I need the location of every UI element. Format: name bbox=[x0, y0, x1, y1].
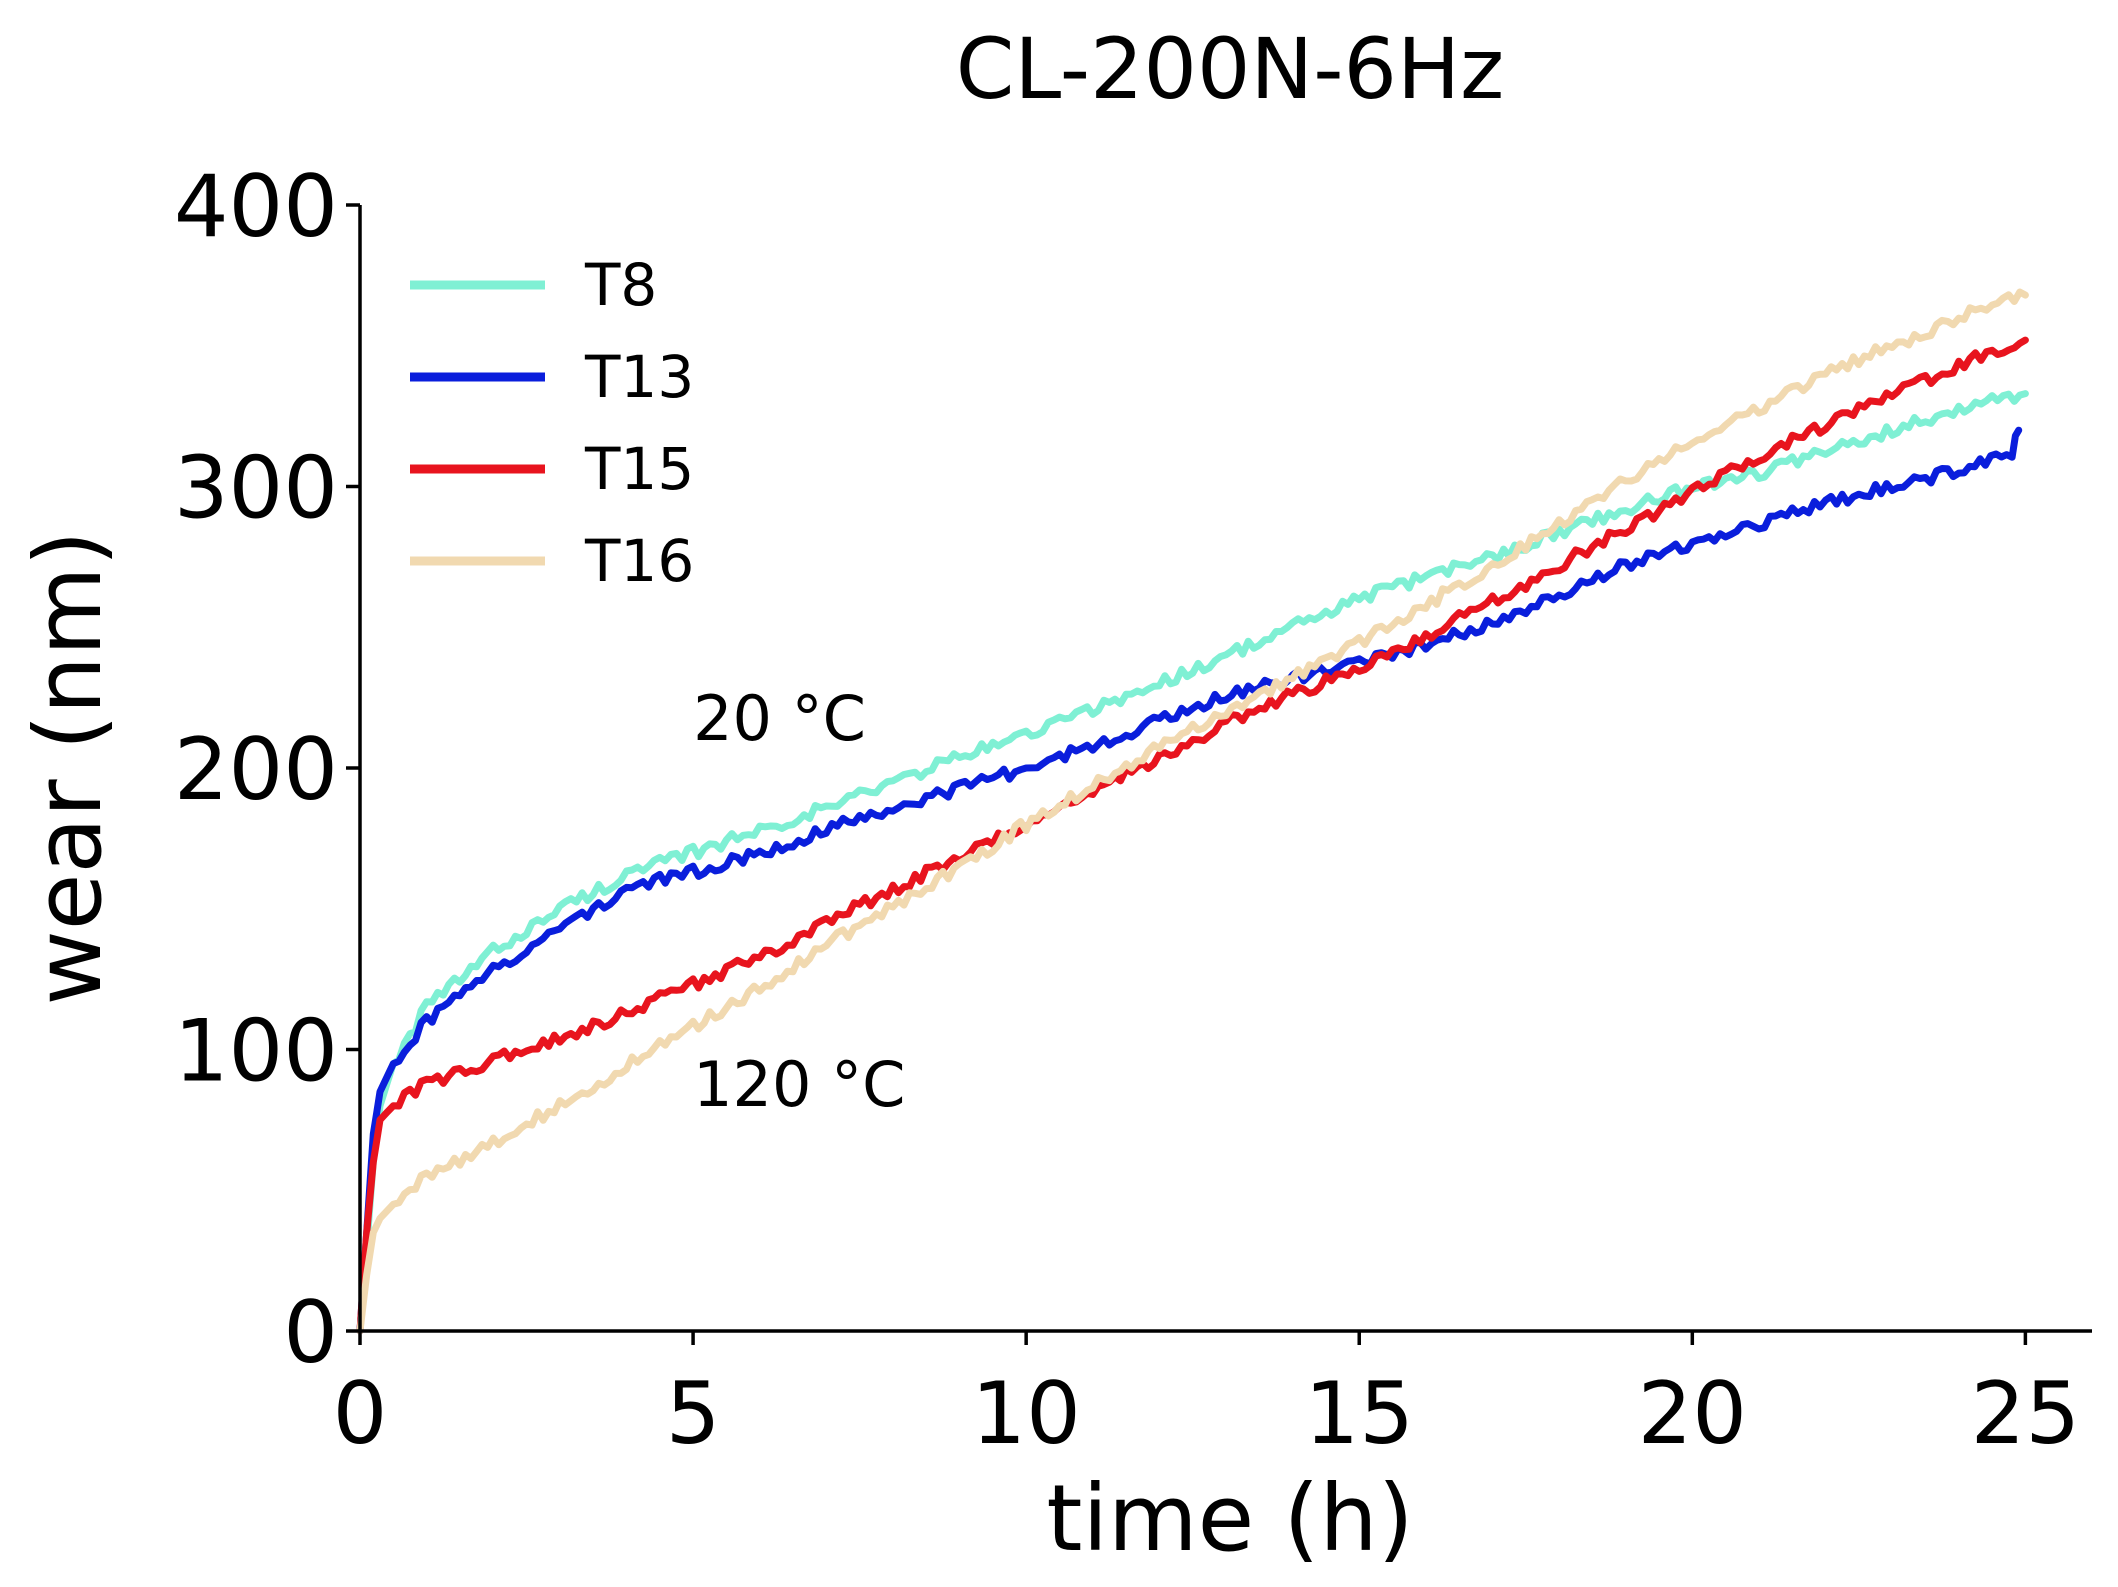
series-layer bbox=[356, 288, 2029, 1335]
chart-title: CL-200N-6Hz bbox=[956, 20, 1504, 118]
tick-layer: 0 100 200 300 400 0 5 10 15 20 25 bbox=[174, 157, 2080, 1464]
y-tick-label: 200 bbox=[174, 720, 338, 820]
legend-label-t13: T13 bbox=[584, 343, 694, 411]
legend-label-t16: T16 bbox=[584, 527, 694, 595]
legend-label-t15: T15 bbox=[584, 435, 694, 503]
y-tick-label: 300 bbox=[174, 439, 338, 539]
x-tick-label: 10 bbox=[971, 1364, 1080, 1464]
y-axis-title: wear (nm) bbox=[15, 530, 122, 1005]
x-tick-label: 5 bbox=[666, 1364, 721, 1464]
x-axis-title: time (h) bbox=[1046, 1465, 1413, 1572]
annotation-high-temp: 120 °C bbox=[693, 1048, 905, 1121]
x-tick-label: 0 bbox=[333, 1364, 388, 1464]
x-tick-label: 15 bbox=[1305, 1364, 1414, 1464]
y-tick-label: 0 bbox=[283, 1283, 338, 1383]
legend: T8 T13 T15 T16 bbox=[410, 251, 694, 595]
legend-label-t8: T8 bbox=[584, 251, 657, 319]
y-tick-label: 100 bbox=[174, 1002, 338, 1102]
y-tick-label: 400 bbox=[174, 157, 338, 257]
annotation-layer: 20 °C 120 °C bbox=[693, 682, 905, 1121]
annotation-low-temp: 20 °C bbox=[693, 682, 866, 755]
x-tick-label: 25 bbox=[1971, 1364, 2080, 1464]
x-tick-label: 20 bbox=[1638, 1364, 1747, 1464]
series-line-t15 bbox=[356, 336, 2029, 1335]
series-line-t8 bbox=[356, 390, 2029, 1335]
series-line-t13 bbox=[356, 426, 2023, 1335]
series-line-t16 bbox=[356, 288, 2029, 1335]
